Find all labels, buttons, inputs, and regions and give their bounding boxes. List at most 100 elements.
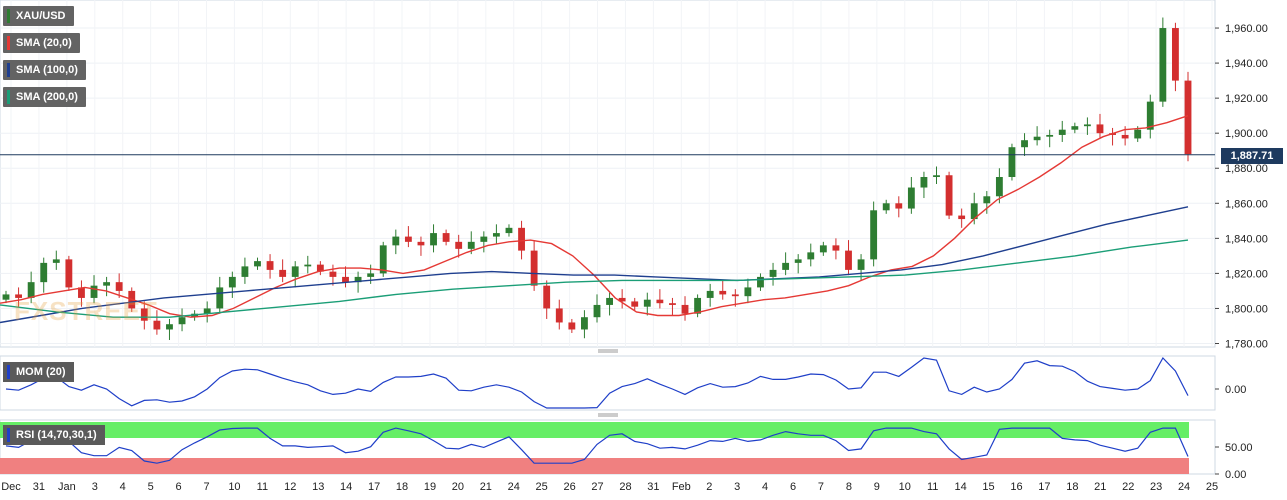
x-tick-label: 10 xyxy=(899,481,911,493)
y-tick-label: 1,920.00 xyxy=(1225,93,1268,105)
candle-body xyxy=(744,287,752,297)
candle-body xyxy=(442,233,450,242)
x-tick-label: 11 xyxy=(257,481,268,493)
candle-body xyxy=(581,317,588,330)
candle-body xyxy=(920,177,928,188)
legend-price[interactable]: XAU/USD xyxy=(3,6,74,26)
x-tick-label: 6 xyxy=(790,481,796,493)
x-tick-label: Dec xyxy=(1,481,21,493)
candle-body xyxy=(794,259,802,263)
candle-body xyxy=(870,210,878,260)
momentum-label-box[interactable]: MOM (20) xyxy=(3,362,74,382)
y-tick-label: 1,940.00 xyxy=(1225,58,1268,70)
sma200-swatch-icon xyxy=(7,90,10,104)
candle-body xyxy=(1172,28,1179,81)
momentum-panel-border xyxy=(0,355,1216,411)
candle-body xyxy=(417,241,425,246)
candle-body xyxy=(970,203,978,220)
watermark-logo: FXSTREET xyxy=(14,296,158,326)
x-tick-label: 4 xyxy=(120,481,126,493)
y-tick-label: 1,800.00 xyxy=(1225,303,1268,315)
x-tick-label: 17 xyxy=(368,481,380,493)
x-tick-label: 28 xyxy=(619,481,631,493)
x-tick-label: 8 xyxy=(846,481,852,493)
candle-body xyxy=(228,276,236,288)
x-tick-label: 25 xyxy=(1206,481,1218,493)
candle-body xyxy=(1134,129,1142,139)
sma100-line xyxy=(0,206,1189,324)
legend-sma100[interactable]: SMA (100,0) xyxy=(3,60,86,80)
candle-body xyxy=(845,250,852,270)
candle-body xyxy=(731,294,739,297)
legend-sma200-label: SMA (200,0) xyxy=(16,91,78,103)
candle-body xyxy=(1058,129,1066,135)
x-tick-label: 16 xyxy=(1010,481,1022,493)
candle-body xyxy=(983,196,991,204)
rsi-label: RSI (14,70,30,1) xyxy=(16,429,97,441)
candle-body xyxy=(430,233,437,246)
x-tick-label: 3 xyxy=(92,481,98,493)
y-tick-label: 1,780.00 xyxy=(1225,338,1268,350)
candle-body xyxy=(65,259,73,288)
candle-body xyxy=(995,177,1003,197)
candle-body xyxy=(568,322,576,330)
candle-body xyxy=(480,236,488,242)
candle-body xyxy=(769,269,777,277)
x-tick-label: 17 xyxy=(1038,481,1050,493)
candle-body xyxy=(115,282,123,291)
x-tick-label: 24 xyxy=(508,481,520,493)
candle-body xyxy=(1083,124,1091,127)
candle-body xyxy=(354,276,362,283)
candle-body xyxy=(882,203,890,211)
x-tick-label: 26 xyxy=(563,481,575,493)
x-tick-label: 21 xyxy=(480,481,492,493)
legend-sma200[interactable]: SMA (200,0) xyxy=(3,87,86,107)
candle-body xyxy=(530,250,538,286)
candle-body xyxy=(166,324,173,330)
x-tick-label: 23 xyxy=(1150,481,1162,493)
candle-body xyxy=(254,261,261,267)
candle-body xyxy=(140,308,148,321)
candle-body xyxy=(342,276,349,283)
candle-body xyxy=(518,227,525,251)
momentum-label: MOM (20) xyxy=(16,366,66,378)
legend-price-label: XAU/USD xyxy=(16,10,66,22)
candle-body xyxy=(1071,126,1079,130)
x-tick-label: Jan xyxy=(58,481,76,493)
candle-body xyxy=(618,297,626,302)
candle-body xyxy=(178,317,186,325)
x-tick-label: 7 xyxy=(818,481,824,493)
x-tick-label: 7 xyxy=(203,481,209,493)
candle-body xyxy=(757,276,764,288)
candle-body xyxy=(1159,28,1167,102)
legend-sma20[interactable]: SMA (20,0) xyxy=(3,33,80,53)
candle-body xyxy=(455,241,463,249)
x-tick-label: 31 xyxy=(647,481,659,493)
x-tick-label: 31 xyxy=(33,481,45,493)
candle-body xyxy=(945,175,953,216)
candle-body xyxy=(90,285,98,298)
candle-body xyxy=(103,282,111,286)
legend-sma20-label: SMA (20,0) xyxy=(16,37,72,49)
x-tick-label: 24 xyxy=(1178,481,1190,493)
candle-body xyxy=(203,308,211,314)
candle-body xyxy=(1046,134,1054,137)
x-tick-label: 27 xyxy=(591,481,603,493)
candle-body xyxy=(216,287,224,309)
candle-body xyxy=(643,299,651,307)
sma200-line xyxy=(0,239,1189,318)
x-tick-label: 18 xyxy=(1066,481,1078,493)
main-panel-border xyxy=(0,0,1216,348)
candle-body xyxy=(52,259,60,263)
rsi-label-box[interactable]: RSI (14,70,30,1) xyxy=(3,425,105,445)
rsi-line xyxy=(5,427,1189,464)
candle-body xyxy=(1184,80,1192,155)
candle-body xyxy=(895,203,903,209)
candle-body xyxy=(392,236,400,246)
candle-body xyxy=(1121,134,1129,139)
sma100-swatch-icon xyxy=(7,63,10,77)
candle-body xyxy=(78,287,85,298)
x-tick-label: 5 xyxy=(148,481,154,493)
